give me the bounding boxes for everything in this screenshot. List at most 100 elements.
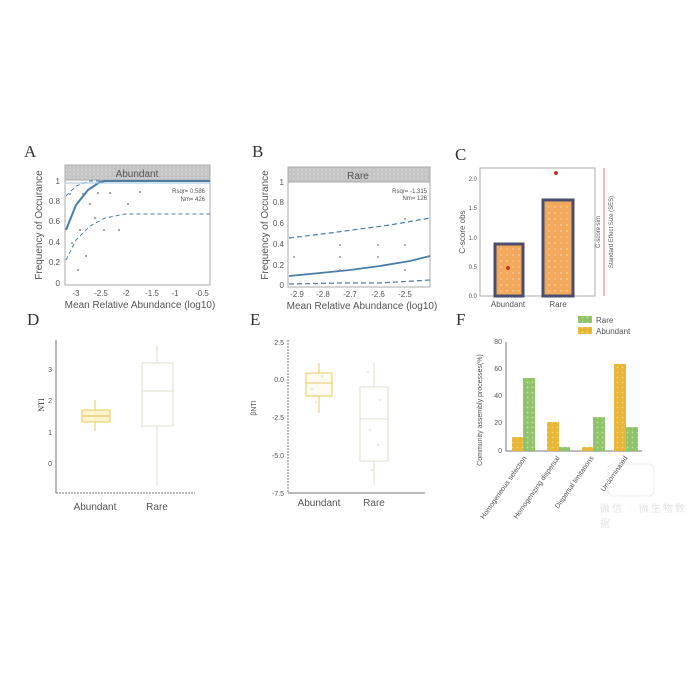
- x-tick: -2.8: [316, 290, 330, 299]
- x-tick: Abundant: [298, 498, 341, 509]
- x-tick: -3: [72, 289, 80, 298]
- panel-letter-f: F: [456, 310, 466, 329]
- y-tick: 1.0: [469, 236, 478, 242]
- y-tick: -7.5: [272, 491, 284, 498]
- bar-rare: [559, 447, 570, 451]
- y-tick: 3: [48, 367, 52, 374]
- fit-line: [65, 180, 210, 231]
- panel-c: 0.0 0.5 1.0 1.5 2.0 Abundant Rare C-scor…: [458, 167, 615, 309]
- y-tick: 0.5: [469, 265, 478, 271]
- y-axis-label: Frequency of Occurance: [260, 170, 271, 280]
- rsqr-annotation: Rsqr= -1.315: [392, 189, 428, 195]
- fit-line: [288, 255, 431, 277]
- box-rare: [359, 386, 389, 462]
- bar-abundant: [512, 437, 523, 451]
- y-tick: 0.2: [49, 258, 61, 267]
- strip-label: Rare: [347, 171, 369, 182]
- y-tick: 0.6: [273, 219, 285, 228]
- x-tick: -2.9: [290, 290, 304, 299]
- bar-abundant: [582, 447, 593, 451]
- x-axis-label: Mean Relative Abundance (log10): [287, 301, 438, 312]
- x-tick: -2.5: [94, 289, 108, 298]
- y-tick: 0.8: [49, 197, 61, 206]
- legend-label-abundant: Abundant: [596, 327, 631, 336]
- panel-letter-d: D: [27, 310, 40, 329]
- nm-annotation: Nm= 426: [180, 197, 205, 203]
- panel-b: Rare Rsqr= -1.315 Nm= 126 0 0.2 0.4 0.6 …: [260, 166, 438, 312]
- panel-f: 0 20 40 60 80 Community assembly process…: [477, 316, 655, 521]
- bar-rare: [541, 198, 575, 298]
- y-tick: -5.0: [272, 453, 284, 460]
- y-tick: 0.4: [49, 238, 61, 247]
- nm-annotation: Nm= 126: [402, 196, 427, 202]
- x-tick: Abundant: [491, 300, 526, 309]
- y-axis-label: NTI: [37, 398, 46, 412]
- y-tick: 0: [48, 461, 52, 468]
- legend-swatch-abundant: [578, 327, 592, 334]
- jitter-points: [311, 371, 381, 471]
- lower-ci-line: [65, 213, 210, 261]
- legend-label-rare: Rare: [596, 316, 614, 325]
- lower-ci-line: [288, 279, 431, 285]
- bar-abundant: [547, 422, 559, 451]
- x-tick: -2.6: [371, 290, 385, 299]
- y-axis-label: Community assembly processes(%): [477, 354, 484, 466]
- upper-ci-line: [288, 217, 431, 239]
- panel-letter-b: B: [252, 142, 264, 161]
- x-tick: -2.5: [398, 290, 412, 299]
- y-tick: 2.5: [274, 340, 284, 347]
- y-tick: 0.2: [273, 261, 285, 270]
- watermark-text: 微信 · 微生物数据: [600, 504, 687, 530]
- x-tick: Undominated: [600, 455, 630, 493]
- x-tick: Rare: [363, 498, 385, 509]
- x-tick: Rare: [146, 502, 168, 513]
- bar-rare: [593, 417, 605, 451]
- y-axis-label-sim: C-score sim: [596, 216, 602, 248]
- y-tick: 1: [56, 177, 61, 186]
- watermark-box: [607, 463, 655, 497]
- x-axis-label: Mean Relative Abundance (log10): [65, 300, 216, 311]
- box-rare: [141, 362, 174, 427]
- bar-rare: [626, 427, 638, 451]
- y-tick: 80: [494, 339, 502, 346]
- y-tick: 0.8: [273, 198, 285, 207]
- rsqr-annotation: Rsqr= 0.586: [172, 189, 206, 195]
- bar-rare: [523, 378, 535, 451]
- x-tick: -1: [171, 289, 179, 298]
- strip-header: [287, 166, 431, 183]
- panel-e: -7.5 -5.0 -2.5 0.0 2.5 βNTI Abundant Rar…: [251, 340, 425, 509]
- box-abundant: [305, 372, 333, 397]
- x-tick: -2: [122, 289, 130, 298]
- y-axis-label: Frequency of Occurance: [34, 170, 45, 280]
- y-tick: 0: [280, 281, 285, 290]
- x-tick: -2.7: [343, 290, 357, 299]
- ses-marker-abundant: [506, 266, 510, 270]
- y-tick: 1: [48, 430, 52, 437]
- legend: Rare Abundant: [578, 316, 631, 336]
- panel-a: Abundant Rsqr= 0.586 Nm= 426 0 0.2 0.4 0…: [34, 164, 216, 311]
- y-axis-label-ses: Standard Effect Size (SES): [609, 196, 615, 268]
- y-tick: 2: [48, 398, 52, 405]
- x-tick: Rare: [549, 300, 567, 309]
- y-tick: 0: [498, 448, 502, 455]
- x-tick: -0.5: [195, 289, 209, 298]
- bar-abundant: [614, 364, 626, 451]
- panel-letter-c: C: [455, 145, 467, 164]
- y-tick: 1: [280, 178, 285, 187]
- bar-abundant: [493, 242, 525, 298]
- y-tick: 1.5: [469, 206, 478, 212]
- panel-d: 0 1 2 3 NTI Abundant Rare: [37, 340, 195, 513]
- y-tick: 0.6: [49, 217, 61, 226]
- ses-marker-rare: [554, 171, 558, 175]
- y-tick: 0: [56, 279, 61, 288]
- y-tick: 0.0: [274, 377, 284, 384]
- x-tick: Dispersal limitations: [554, 455, 596, 510]
- y-tick: 0.4: [273, 240, 285, 249]
- strip-label: Abundant: [116, 169, 159, 180]
- scatter-points: [69, 191, 141, 271]
- y-tick: 60: [494, 366, 502, 373]
- y-tick: 2.0: [469, 177, 478, 183]
- panel-letter-a: A: [24, 142, 37, 161]
- x-tick: Abundant: [74, 502, 117, 513]
